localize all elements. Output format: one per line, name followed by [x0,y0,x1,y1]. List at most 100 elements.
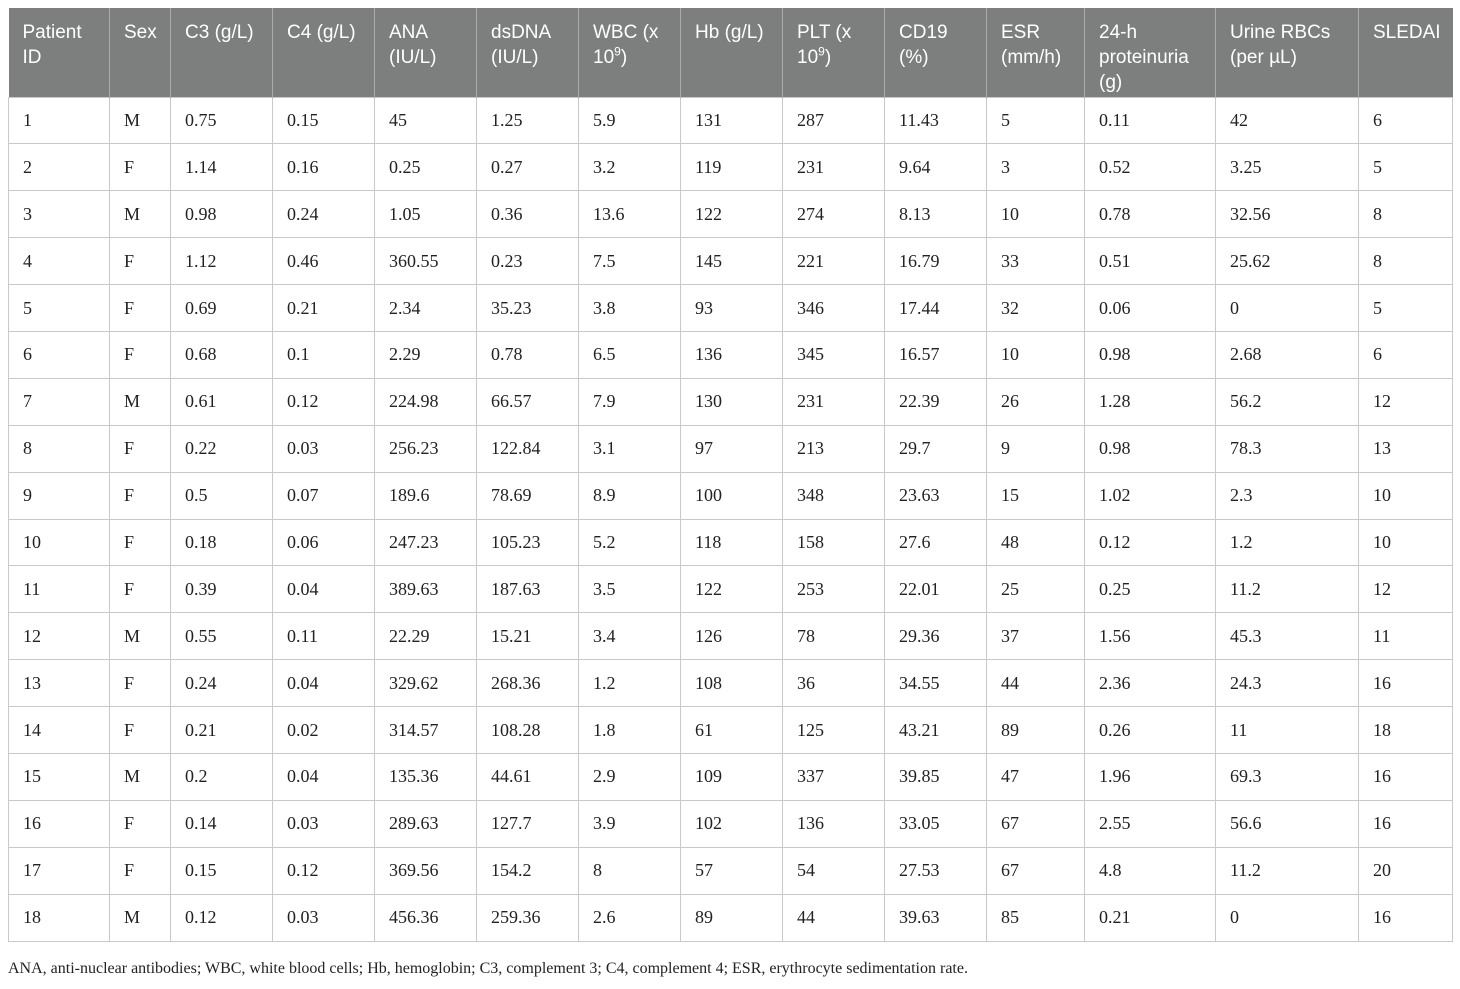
table-cell: 0 [1215,284,1359,332]
table-cell: 3.9 [578,799,681,848]
table-cell: 11 [1358,612,1453,661]
table-cell: 34.55 [884,659,987,708]
table-header-row: Patient ID Sex C3 (g/L) C4 (g/L) ANA (IU/L) d… [8,8,1453,97]
table-cell: 45.3 [1215,612,1359,661]
column-header-label: C4 (g/L) [287,22,356,43]
table-cell: 14 [8,706,110,754]
table-cell: 187.63 [476,565,579,614]
table-cell: 0.98 [1084,330,1216,379]
table-cell: 337 [782,752,885,801]
table-cell: 25 [986,565,1085,614]
table-cell: 15 [986,471,1085,520]
table-row: 6 F 0.68 0.1 2.29 0.78 6.5 136 345 16.57 10 0.98 2.6… [8,330,1453,379]
table-cell: 3.1 [578,424,681,473]
table-cell: 93 [680,284,783,332]
table-cell: 10 [986,190,1085,239]
table-cell: 67 [986,799,1085,848]
table-cell: 0.12 [272,846,375,895]
table-cell: 27.6 [884,518,987,567]
table-cell: 0.75 [170,96,273,145]
table-cell: 0.22 [170,424,273,473]
table-cell: 11 [1215,706,1359,754]
table-cell: 0.25 [374,143,477,192]
table-cell: F [109,706,171,754]
table-row: 15 M 0.2 0.04 135.36 44.61 2.9 109 337 39.85 47 1.9… [8,752,1453,801]
table-cell: 12 [1358,565,1453,614]
table-cell: 135.36 [374,752,477,801]
table-cell: 44 [986,659,1085,708]
column-header: Hb (g/L) [680,8,783,97]
table-row: 9 F 0.5 0.07 189.6 78.69 8.9 100 348 23.63 15 1.02 2… [8,471,1453,520]
table-cell: 158 [782,518,885,567]
table-cell: 5 [1358,143,1453,192]
table-cell: 287 [782,96,885,145]
table-cell: 2.6 [578,893,681,942]
table-cell: 48 [986,518,1085,567]
table-cell: 1.96 [1084,752,1216,801]
table-cell: 247.23 [374,518,477,567]
table-cell: 0.21 [272,284,375,332]
table-cell: 0.1 [272,330,375,379]
table-cell: 189.6 [374,471,477,520]
table-cell: 1.2 [578,659,681,708]
table-cell: F [109,143,171,192]
table-row: 12 M 0.55 0.11 22.29 15.21 3.4 126 78 29.36 37 1.56… [8,612,1453,661]
table-cell: 42 [1215,96,1359,145]
table-cell: 100 [680,471,783,520]
table-cell: 18 [1358,706,1453,754]
table-cell: 1.25 [476,96,579,145]
table-cell: 10 [986,330,1085,379]
table-cell: 10 [1358,471,1453,520]
table-cell: 130 [680,377,783,426]
column-header: C4 (g/L) [272,8,375,97]
column-header: C3 (g/L) [170,8,273,97]
column-header-label: ANA (IU/L) [389,22,437,68]
table-cell: 36 [782,659,885,708]
table-cell: 1 [8,96,110,145]
table-cell: 256.23 [374,424,477,473]
table-cell: 105.23 [476,518,579,567]
column-header: 24-h proteinuria (g) [1084,8,1216,97]
table-cell: 6 [1358,96,1453,145]
table-cell: F [109,424,171,473]
table-cell: 0.15 [272,96,375,145]
column-header-label: 24-h proteinuria (g) [1099,22,1189,93]
table-cell: 154.2 [476,846,579,895]
column-header-label: dsDNA (IU/L) [491,22,551,68]
table-cell: 456.36 [374,893,477,942]
table-cell: 0.55 [170,612,273,661]
table-cell: 9 [986,424,1085,473]
column-header-label: WBC (x 10 [593,22,659,68]
table-cell: 0.98 [1084,424,1216,473]
column-header-label: ESR (mm/h) [1001,22,1062,68]
table-cell: 10 [8,518,110,567]
table-cell: 56.2 [1215,377,1359,426]
table-cell: M [109,377,171,426]
table-cell: 3.5 [578,565,681,614]
table-cell: 145 [680,237,783,286]
column-header: CD19 (%) [884,8,987,97]
table-cell: 2.36 [1084,659,1216,708]
table-cell: 22.29 [374,612,477,661]
table-cell: F [109,659,171,708]
table-cell: 78 [782,612,885,661]
table-cell: 346 [782,284,885,332]
table-cell: 2.34 [374,284,477,332]
table-row: 3 M 0.98 0.24 1.05 0.36 13.6 122 274 8.13 10 0.78 32… [8,190,1453,239]
table-cell: 0.2 [170,752,273,801]
table-cell: F [109,799,171,848]
table-cell: 7 [8,377,110,426]
table-cell: 67 [986,846,1085,895]
table-cell: 231 [782,143,885,192]
table-cell: M [109,96,171,145]
table-cell: 8 [1358,237,1453,286]
column-header-label: Sex [124,22,157,43]
table-cell: 97 [680,424,783,473]
table-cell: 33.05 [884,799,987,848]
table-cell: 12 [8,612,110,661]
table-cell: F [109,565,171,614]
table-cell: 2.3 [1215,471,1359,520]
table-cell: 47 [986,752,1085,801]
table-cell: 9 [8,471,110,520]
table-row: 14 F 0.21 0.02 314.57 108.28 1.8 61 125 43.21 89 0.… [8,706,1453,754]
